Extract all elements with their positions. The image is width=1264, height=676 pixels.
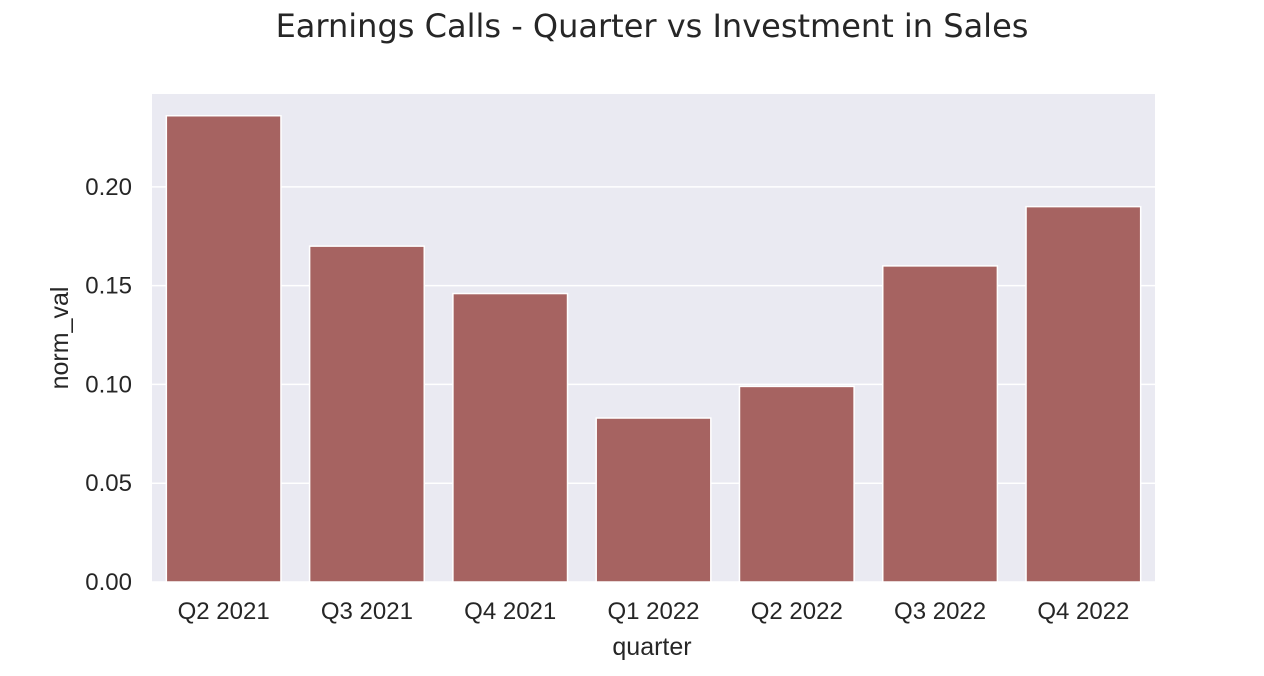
x-tick-label: Q2 2022 — [751, 598, 843, 625]
bar — [882, 265, 999, 583]
x-tick-label: Q3 2022 — [894, 598, 986, 625]
y-tick-label: 0.20 — [85, 174, 132, 201]
chart-title: Earnings Calls - Quarter vs Investment i… — [276, 7, 1029, 45]
bar — [595, 417, 712, 583]
y-tick-label: 0.05 — [85, 470, 132, 497]
y-tick-label: 0.00 — [85, 569, 132, 596]
x-tick-label: Q2 2021 — [178, 598, 270, 625]
x-tick-label: Q1 2022 — [607, 598, 699, 625]
bar — [308, 245, 425, 583]
y-axis-label: norm_val — [46, 287, 74, 390]
x-axis-label: quarter — [612, 633, 691, 661]
x-tick-label: Q3 2021 — [321, 598, 413, 625]
y-axis-ticks: 0.00 0.05 0.10 0.15 0.20 — [85, 174, 132, 596]
x-tick-label: Q4 2022 — [1037, 598, 1129, 625]
y-tick-label: 0.10 — [85, 371, 132, 398]
x-tick-label: Q4 2021 — [464, 598, 556, 625]
bar — [738, 385, 855, 583]
bar — [452, 292, 569, 583]
bar — [1025, 205, 1142, 583]
bar — [165, 114, 282, 583]
y-tick-label: 0.15 — [85, 273, 132, 300]
x-axis-ticks: Q2 2021 Q3 2021 Q4 2021 Q1 2022 Q2 2022 Q3 20… — [178, 598, 1130, 625]
bars — [165, 114, 1142, 583]
